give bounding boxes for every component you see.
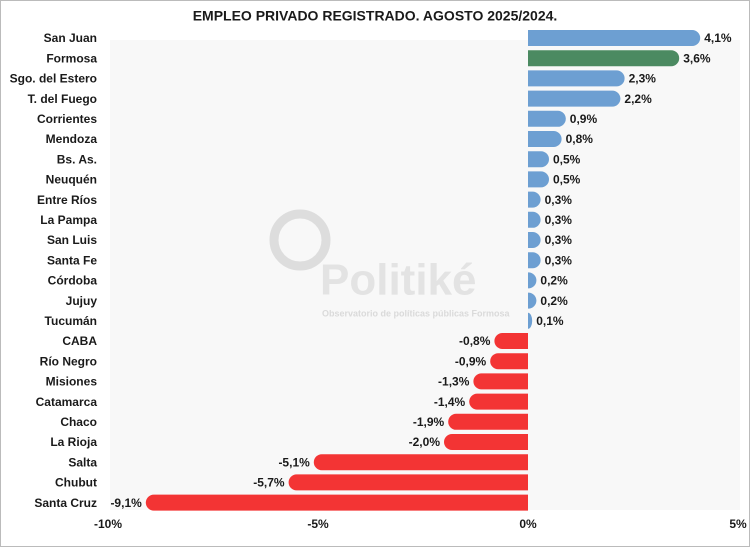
value-label: 2,2% — [624, 92, 652, 106]
bar — [528, 211, 541, 228]
y-tick-label: Chubut — [55, 476, 97, 490]
y-tick-label: La Pampa — [40, 213, 97, 227]
value-label: 0,2% — [540, 294, 568, 308]
y-tick-label: San Luis — [47, 233, 97, 247]
bar — [473, 373, 528, 390]
bar — [528, 252, 541, 269]
value-label: 0,3% — [545, 193, 573, 207]
y-tick-label: Córdoba — [48, 274, 98, 288]
value-label: 0,1% — [536, 314, 564, 328]
bar — [528, 151, 549, 168]
bar — [145, 494, 529, 511]
value-label: 0,2% — [540, 274, 568, 288]
bar — [528, 110, 566, 127]
y-tick-label: Chaco — [60, 415, 97, 429]
bar — [528, 50, 680, 67]
bar — [528, 171, 549, 188]
y-tick-label: Formosa — [46, 51, 97, 65]
y-tick-label: Río Negro — [40, 354, 97, 368]
y-tick-label: T. del Fuego — [28, 92, 97, 106]
watermark-subtitle: Observatorio de políticas públicas Formo… — [322, 308, 511, 318]
value-label: 0,3% — [545, 213, 573, 227]
bar — [528, 312, 533, 329]
value-label: 4,1% — [704, 31, 732, 45]
y-tick-label: Bs. As. — [57, 152, 97, 166]
value-label: 0,3% — [545, 253, 573, 267]
value-label: -9,1% — [110, 496, 142, 510]
background-photo — [110, 40, 740, 510]
y-tick-label: Neuquén — [46, 173, 97, 187]
chart-title: EMPLEO PRIVADO REGISTRADO. AGOSTO 2025/2… — [193, 8, 558, 24]
x-tick-label: 0% — [519, 517, 537, 531]
bar — [528, 70, 625, 87]
bar — [528, 272, 537, 289]
value-label: -1,3% — [438, 375, 470, 389]
y-tick-label: Santa Cruz — [34, 496, 97, 510]
y-tick-label: Corrientes — [37, 112, 97, 126]
y-tick-label: CABA — [62, 334, 97, 348]
y-tick-label: Santa Fe — [47, 253, 97, 267]
value-label: -5,1% — [278, 455, 310, 469]
bar — [448, 413, 528, 430]
value-label: -1,4% — [434, 395, 466, 409]
watermark-logo — [269, 209, 331, 271]
bar — [528, 292, 537, 309]
bar — [444, 434, 528, 450]
y-tick-label: Misiones — [46, 375, 98, 389]
y-tick-label: Jujuy — [66, 294, 98, 308]
value-label: 0,3% — [545, 233, 573, 247]
bar — [528, 30, 701, 46]
bar — [494, 333, 528, 349]
x-tick-label: 5% — [729, 517, 747, 531]
value-label: 0,9% — [570, 112, 598, 126]
bar — [528, 131, 562, 147]
y-tick-label: La Rioja — [50, 435, 97, 449]
value-label: 2,3% — [629, 72, 657, 86]
value-label: 0,5% — [553, 173, 581, 187]
bar — [469, 393, 528, 410]
watermark: Politiké — [320, 256, 477, 305]
y-tick-label: Tucumán — [45, 314, 97, 328]
bar — [313, 454, 528, 471]
value-label: 0,8% — [566, 132, 594, 146]
y-tick-label: Catamarca — [36, 395, 98, 409]
y-tick-label: Sgo. del Estero — [10, 72, 97, 86]
value-label: -0,8% — [459, 334, 491, 348]
value-label: -0,9% — [455, 354, 487, 368]
value-label: -1,9% — [413, 415, 445, 429]
y-tick-label: Mendoza — [46, 132, 98, 146]
value-label: -2,0% — [409, 435, 441, 449]
bar — [528, 90, 621, 107]
y-tick-label: San Juan — [44, 31, 97, 45]
x-tick-label: -10% — [94, 517, 122, 531]
y-tick-label: Salta — [68, 455, 97, 469]
value-label: 3,6% — [683, 51, 711, 65]
value-label: 0,5% — [553, 152, 581, 166]
bar — [288, 474, 528, 491]
bar — [490, 353, 528, 370]
bar — [528, 232, 541, 248]
y-tick-label: Entre Ríos — [37, 193, 97, 207]
value-label: -5,7% — [253, 476, 285, 490]
x-tick-label: -5% — [307, 517, 329, 531]
bar — [528, 191, 541, 208]
